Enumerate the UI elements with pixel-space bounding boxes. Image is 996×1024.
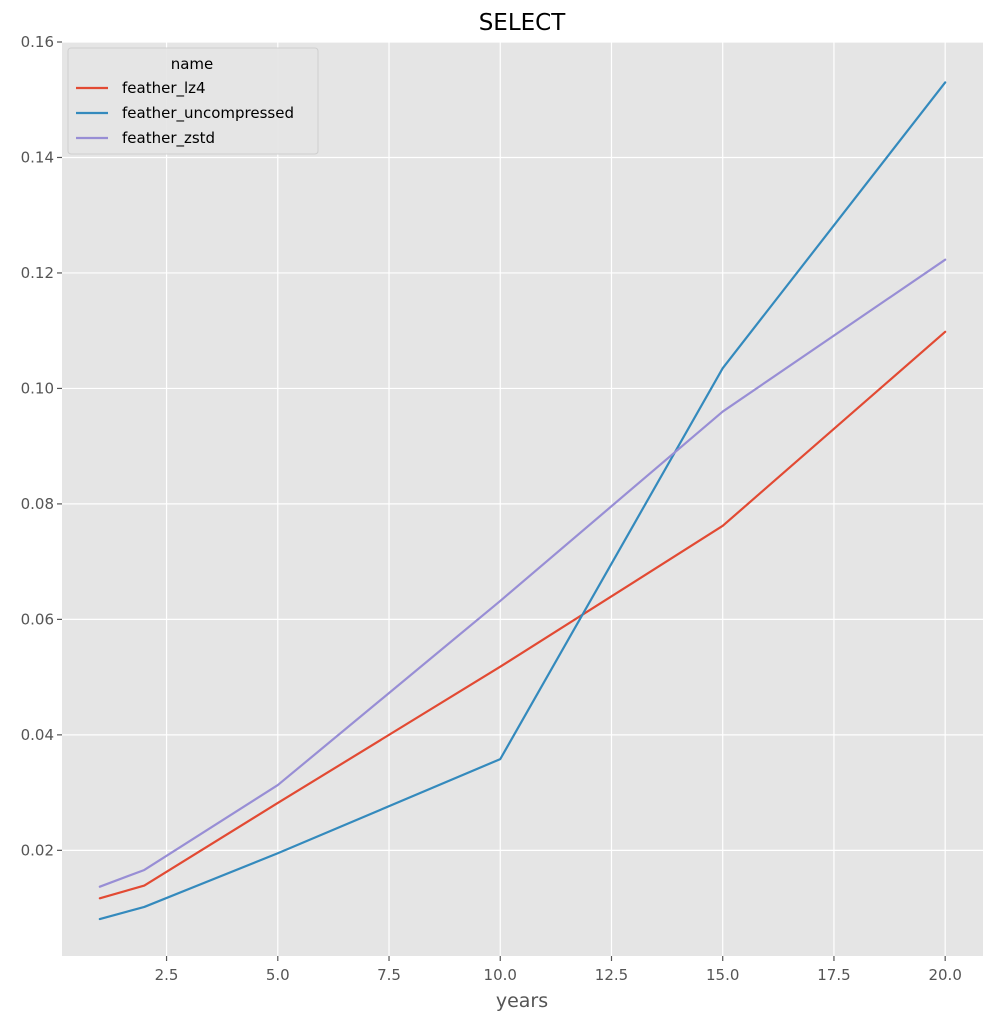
- grid-lines: [62, 41, 983, 956]
- legend-label: feather_uncompressed: [122, 104, 294, 123]
- legend-box: [67, 47, 319, 155]
- y-tick-label: 0.12: [21, 264, 54, 282]
- chart-title: SELECT: [479, 10, 567, 36]
- y-tick-label: 0.14: [21, 148, 54, 166]
- x-tick-label: 5.0: [266, 966, 290, 984]
- legend: name feather_lz4 feather_uncompressedfeath…: [67, 47, 319, 155]
- x-tick-label: 20.0: [928, 966, 961, 984]
- y-tick-label: 0.10: [21, 379, 54, 397]
- x-tick-label: 17.5: [817, 966, 850, 984]
- y-axis-ticks: 0.02 0.04 0.06 0.08 0.10 0.12 0.14 0.16: [21, 33, 62, 859]
- y-tick-label: 0.08: [21, 495, 54, 513]
- x-tick-label: 10.0: [484, 966, 517, 984]
- series-lines: [98, 81, 947, 921]
- series-line-feather-zstd: [98, 258, 947, 888]
- legend-title: name: [171, 55, 214, 73]
- series-line-feather-lz4: [98, 330, 947, 900]
- x-tick-label: 12.5: [595, 966, 628, 984]
- legend-label: feather_zstd: [122, 129, 215, 148]
- x-axis-ticks: 2.5 5.0 7.5 10.0 12.5 15.0 17.5 20.0: [155, 956, 962, 984]
- y-tick-label: 0.02: [21, 841, 54, 859]
- y-tick-label: 0.04: [21, 726, 54, 744]
- legend-label: feather_lz4: [122, 79, 206, 98]
- x-tick-label: 7.5: [377, 966, 401, 984]
- x-tick-label: 2.5: [155, 966, 179, 984]
- x-axis-label: years: [496, 990, 548, 1012]
- series-line-feather-uncompressed: [98, 81, 947, 921]
- plot-area: [62, 42, 983, 956]
- x-tick-label: 15.0: [706, 966, 739, 984]
- y-tick-label: 0.06: [21, 610, 54, 628]
- y-tick-label: 0.16: [21, 33, 54, 51]
